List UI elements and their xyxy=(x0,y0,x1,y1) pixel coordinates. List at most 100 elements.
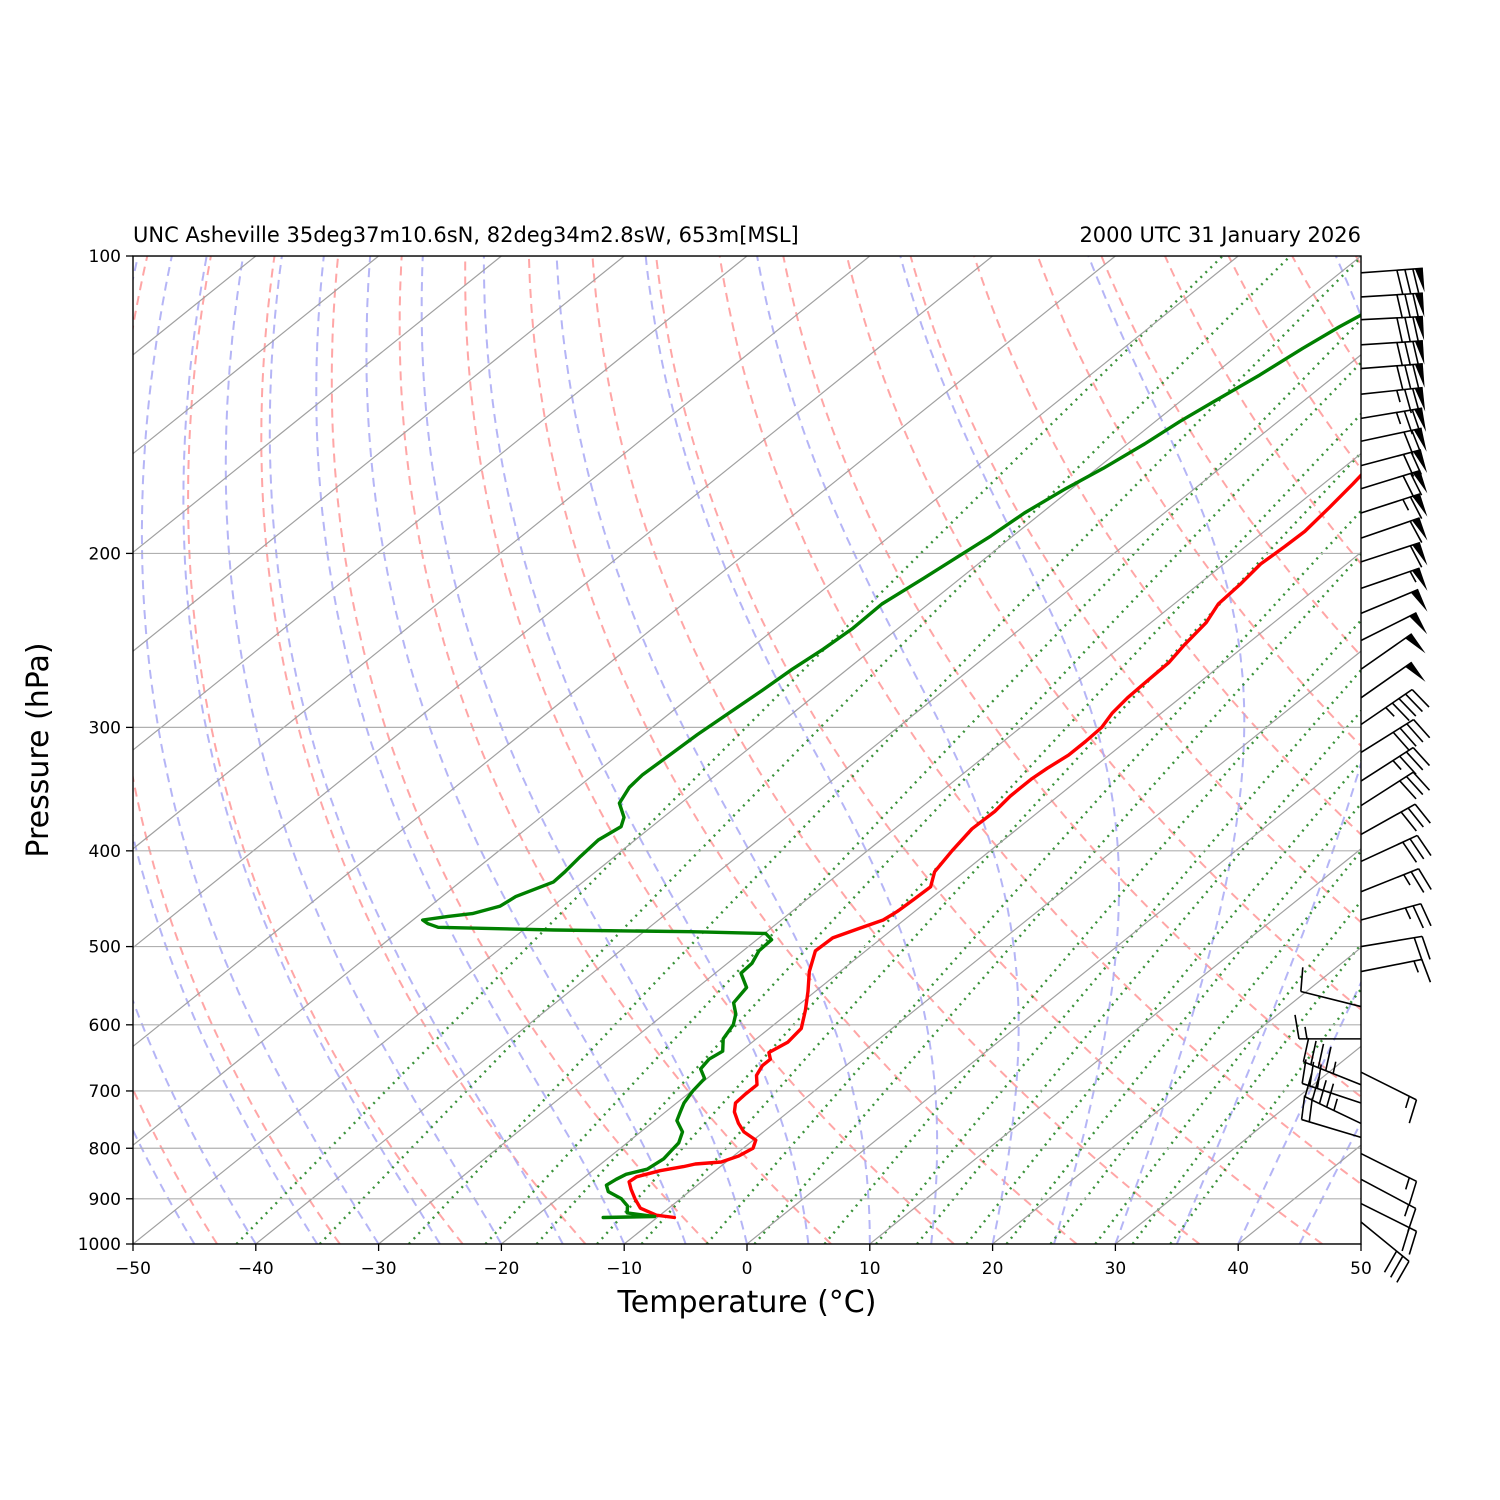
x-axis-label: Temperature (°C) xyxy=(617,1285,877,1320)
isotherm-line xyxy=(133,256,1116,1048)
temperature-profile-line xyxy=(627,472,1361,1220)
wind-barb-full xyxy=(1421,936,1431,960)
wind-barb-full xyxy=(1392,731,1410,752)
wind-barb-full xyxy=(1412,341,1420,366)
wind-barb-staff xyxy=(1360,771,1414,807)
wind-barb-full xyxy=(1391,702,1410,722)
isotherm-line xyxy=(133,256,502,554)
wind-barb-staff xyxy=(1360,746,1414,782)
wind-barb-full xyxy=(1383,1250,1398,1273)
wind-barb-staff xyxy=(1360,718,1414,754)
y-tick-label: 200 xyxy=(89,544,121,564)
y-tick-label: 300 xyxy=(89,718,121,738)
wind-barb-full xyxy=(1405,751,1424,771)
dry-adiabat-line xyxy=(330,256,710,1244)
wind-barb-half xyxy=(1304,1026,1308,1040)
wind-barb-staff xyxy=(1360,1178,1417,1210)
mixing-ratio-line xyxy=(965,759,1361,1244)
wind-barb-full xyxy=(1396,317,1403,342)
wind-barb-full xyxy=(1399,755,1417,775)
wind-barb-full xyxy=(1396,1260,1410,1283)
wind-barb-half xyxy=(1413,960,1420,973)
wind-barb-staff xyxy=(1360,340,1423,346)
wind-barb-staff xyxy=(1360,1221,1410,1262)
wind-barb-flag xyxy=(1414,363,1425,388)
dry-adiabat-line xyxy=(464,256,955,1244)
wind-barb-full xyxy=(1409,473,1423,496)
y-tick-label: 900 xyxy=(89,1190,121,1210)
wind-barb-staff xyxy=(1360,292,1423,298)
isotherm-line xyxy=(623,650,1361,1244)
wind-barb-staff xyxy=(1301,1118,1362,1139)
wind-barb xyxy=(1360,661,1426,699)
wind-barb xyxy=(1360,1071,1418,1124)
wind-barb xyxy=(1360,612,1428,642)
isotherm-line xyxy=(1115,1045,1361,1244)
wind-barb-full xyxy=(1410,871,1425,893)
moist-adiabat-line xyxy=(899,256,1120,1244)
wind-barb-staff xyxy=(1360,363,1423,370)
wind-barb xyxy=(1360,935,1431,961)
wind-barb-full xyxy=(1412,905,1424,929)
wind-barb-staff xyxy=(1300,990,1362,1008)
wind-barb xyxy=(1360,363,1425,390)
wind-barb-half xyxy=(1404,1204,1410,1217)
wind-barb-full xyxy=(1404,365,1412,390)
moist-adiabat-line xyxy=(140,256,380,1244)
wind-barb-staff xyxy=(1301,1082,1362,1104)
wind-barb-staff xyxy=(1360,449,1422,467)
moist-adiabat-line xyxy=(756,256,1020,1244)
wind-barb-half xyxy=(1395,412,1402,425)
wind-barb-full xyxy=(1404,317,1411,342)
dry-adiabat-line xyxy=(260,256,587,1244)
wind-barb xyxy=(1360,588,1428,615)
wind-barb-staff xyxy=(1360,867,1419,893)
wind-barb-full xyxy=(1411,388,1421,413)
wind-barb xyxy=(1300,967,1362,1008)
wind-barb xyxy=(1360,834,1432,863)
wind-barb-staff xyxy=(1360,834,1418,863)
wind-barb-staff xyxy=(1360,493,1421,514)
wind-barb-full xyxy=(1399,727,1417,747)
wind-barb-half xyxy=(1404,1096,1411,1109)
wind-barb xyxy=(1300,1095,1362,1139)
wind-barb xyxy=(1360,493,1428,519)
isotherm-line xyxy=(378,452,1361,1244)
wind-barb-half xyxy=(1385,707,1395,717)
moist-adiabat-line xyxy=(133,998,257,1244)
wind-barb-full xyxy=(1412,364,1420,389)
wind-barb-flag xyxy=(1412,493,1428,517)
wind-barb-flag xyxy=(1405,662,1426,682)
y-tick-label: 400 xyxy=(89,842,121,862)
wind-barb-full xyxy=(1412,268,1420,293)
isotherm-line xyxy=(133,256,379,455)
dry-adiabat-line xyxy=(655,256,1323,1244)
wind-barb-half xyxy=(1332,1061,1337,1074)
isotherm-line xyxy=(133,256,871,850)
wind-barb-full xyxy=(1409,545,1423,568)
wind-barb-full xyxy=(1417,868,1432,890)
wind-barb-half xyxy=(1333,1098,1339,1111)
wind-barb-full xyxy=(1300,1095,1306,1120)
wind-barb-flag xyxy=(1414,316,1425,341)
moist-adiabat-line xyxy=(482,256,810,1244)
wind-barb-full xyxy=(1396,342,1404,367)
wind-barb-full xyxy=(1412,293,1420,318)
wind-barb-full xyxy=(1414,803,1431,824)
wind-barb-full xyxy=(1412,771,1431,791)
moist-adiabat-line xyxy=(1237,980,1361,1244)
x-tick-label: −10 xyxy=(606,1259,642,1279)
dry-adiabat-line xyxy=(973,256,1361,836)
wind-barb-full xyxy=(1403,389,1413,414)
wind-barb-full xyxy=(1396,365,1404,390)
wind-barb-full xyxy=(1410,452,1423,475)
wind-barb-full xyxy=(1308,1097,1314,1122)
wind-barb xyxy=(1360,541,1428,568)
wind-barb xyxy=(1360,803,1431,836)
y-tick-label: 700 xyxy=(89,1082,121,1102)
wind-barb-flag xyxy=(1414,387,1426,412)
x-tick-label: 20 xyxy=(982,1259,1004,1279)
isotherm-line xyxy=(255,354,1361,1244)
wind-barb-staff xyxy=(1360,315,1423,321)
